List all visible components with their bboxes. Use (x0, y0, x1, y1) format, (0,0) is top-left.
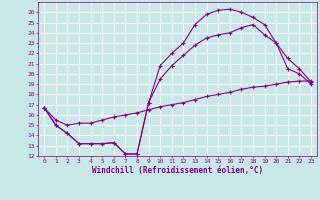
X-axis label: Windchill (Refroidissement éolien,°C): Windchill (Refroidissement éolien,°C) (92, 166, 263, 175)
